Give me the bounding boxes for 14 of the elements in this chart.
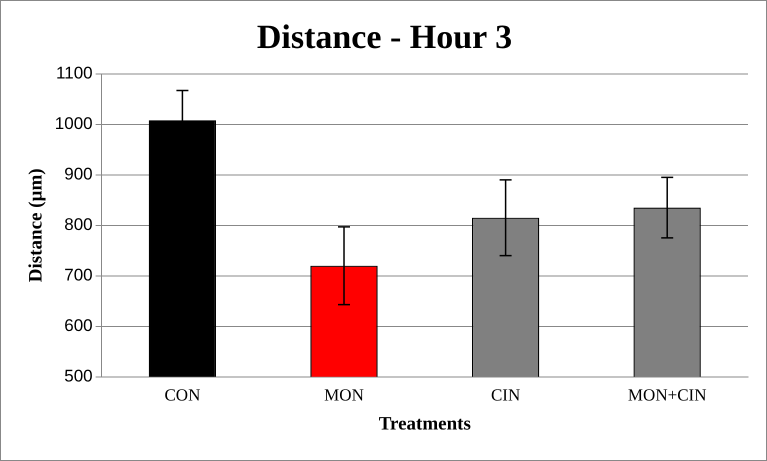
x-axis-title: Treatments	[378, 414, 471, 435]
y-axis-title: Distance (µm)	[25, 168, 46, 282]
x-tick-label: CIN	[490, 385, 520, 404]
y-tick-label: 800	[64, 214, 93, 234]
y-tick-label: 900	[64, 164, 93, 184]
y-tick-label: 1000	[54, 114, 93, 133]
y-tick-label: 500	[64, 366, 93, 386]
x-tick-label: CON	[164, 385, 200, 404]
y-tick-label: 600	[64, 316, 93, 335]
x-tick-label: MON+CIN	[628, 385, 706, 404]
chart-title: Distance - Hour 3	[256, 19, 512, 56]
x-tick-label: MON	[324, 385, 364, 404]
y-tick-label: 1100	[56, 63, 93, 82]
y-tick-label: 700	[64, 265, 93, 284]
